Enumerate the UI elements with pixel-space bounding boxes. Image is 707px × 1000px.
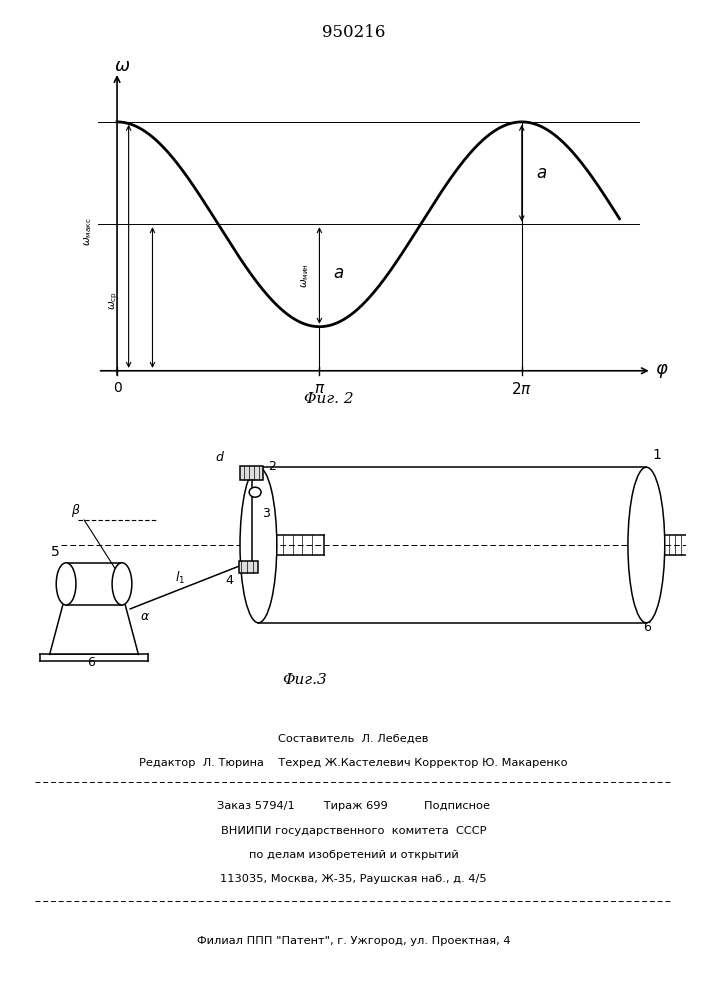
Ellipse shape bbox=[57, 563, 76, 605]
Bar bbox=[239, 561, 259, 573]
Text: d: d bbox=[216, 451, 223, 464]
Text: $\pi$: $\pi$ bbox=[314, 381, 325, 396]
Text: Составитель  Л. Лебедев: Составитель Л. Лебедев bbox=[279, 734, 428, 744]
Text: 1: 1 bbox=[653, 448, 662, 462]
Text: $\varphi$: $\varphi$ bbox=[655, 362, 669, 380]
Text: Редактор  Л. Тюрина    Техред Ж.Кастелевич Корректор Ю. Макаренко: Редактор Л. Тюрина Техред Ж.Кастелевич К… bbox=[139, 758, 568, 768]
Text: по делам изобретений и открытий: по делам изобретений и открытий bbox=[249, 850, 458, 860]
Text: 6: 6 bbox=[88, 656, 95, 669]
Text: $\omega$: $\omega$ bbox=[114, 57, 130, 75]
Ellipse shape bbox=[112, 563, 132, 605]
Text: 4: 4 bbox=[226, 574, 233, 587]
Text: Филиал ППП "Патент", г. Ужгород, ул. Проектная, 4: Филиал ППП "Патент", г. Ужгород, ул. Про… bbox=[197, 936, 510, 946]
Text: Φиг. 2: Φиг. 2 bbox=[303, 392, 353, 406]
Ellipse shape bbox=[628, 467, 665, 623]
Text: $\omega_{\mathsf{мин}}$: $\omega_{\mathsf{мин}}$ bbox=[299, 263, 311, 288]
Text: $2\pi$: $2\pi$ bbox=[511, 381, 532, 397]
Text: Φиг.3: Φиг.3 bbox=[282, 673, 327, 687]
Bar bbox=[240, 466, 263, 480]
Text: a: a bbox=[536, 164, 547, 182]
Text: $\alpha$: $\alpha$ bbox=[140, 610, 150, 623]
Text: a: a bbox=[334, 264, 344, 282]
Text: 2: 2 bbox=[269, 460, 276, 473]
Text: 5: 5 bbox=[52, 545, 60, 559]
Text: 950216: 950216 bbox=[322, 24, 385, 41]
Text: 113035, Москва, Ж-35, Раушская наб., д. 4/5: 113035, Москва, Ж-35, Раушская наб., д. … bbox=[220, 874, 487, 884]
Text: ВНИИПИ государственного  комитета  СССР: ВНИИПИ государственного комитета СССР bbox=[221, 826, 486, 836]
Text: Заказ 5794/1        Тираж 699          Подписное: Заказ 5794/1 Тираж 699 Подписное bbox=[217, 801, 490, 811]
Text: $\beta$: $\beta$ bbox=[71, 502, 81, 519]
Text: 0: 0 bbox=[112, 381, 122, 395]
Text: $l_1$: $l_1$ bbox=[175, 570, 185, 586]
Text: $\omega_{\mathsf{ср}}$: $\omega_{\mathsf{ср}}$ bbox=[107, 291, 120, 310]
Text: 3: 3 bbox=[262, 507, 269, 520]
Ellipse shape bbox=[240, 467, 277, 623]
Circle shape bbox=[249, 487, 261, 497]
Text: 6: 6 bbox=[643, 621, 651, 634]
Text: $\omega_{\mathsf{макс}}$: $\omega_{\mathsf{макс}}$ bbox=[82, 218, 94, 246]
